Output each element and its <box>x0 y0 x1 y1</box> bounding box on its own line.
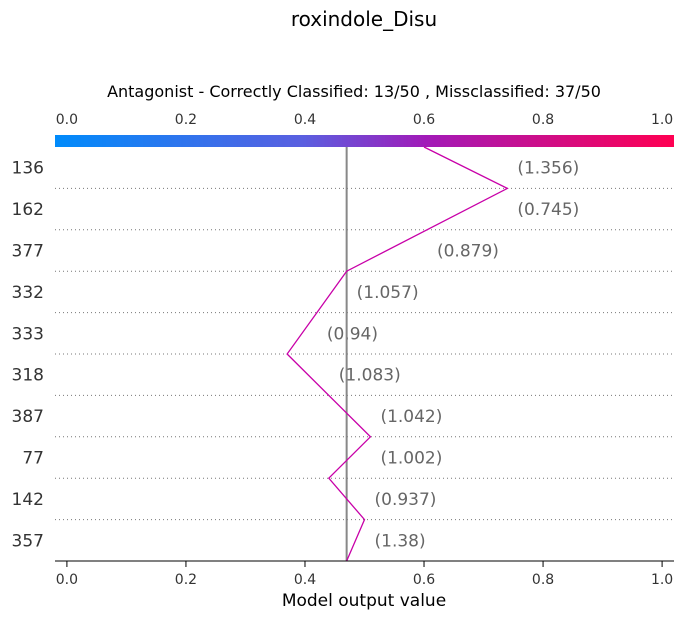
chart-subtitle: Antagonist - Correctly Classified: 13/50… <box>107 82 601 101</box>
row-label: 77 <box>22 449 44 469</box>
top-tick-label: 1.0 <box>651 112 673 128</box>
row-label: 333 <box>12 324 44 344</box>
top-tick-label: 0.0 <box>56 112 78 128</box>
bottom-tick-label: 0.6 <box>413 572 435 588</box>
chart-title: roxindole_Disu <box>291 7 437 31</box>
row-annotations: (1.356) (0.745) (0.879) (1.057) (0.94) (1.083… <box>327 159 579 552</box>
row-label: 332 <box>12 283 44 303</box>
bottom-tick-label: 0.0 <box>56 572 78 588</box>
row-annotation: (1.002) <box>380 449 442 469</box>
row-annotation: (0.745) <box>517 200 579 220</box>
row-label: 357 <box>12 531 44 551</box>
row-annotation: (1.356) <box>517 159 579 179</box>
colorbar <box>55 135 674 147</box>
row-label: 318 <box>12 366 44 386</box>
x-axis-label: Model output value <box>282 591 446 611</box>
row-annotation: (0.94) <box>327 324 378 344</box>
row-label: 377 <box>12 242 44 262</box>
bottom-tick-label: 0.8 <box>532 572 554 588</box>
row-gridlines <box>55 187 674 521</box>
bottom-tick-label: 0.2 <box>175 572 197 588</box>
bottom-tick-label: 0.4 <box>294 572 316 588</box>
top-tick-labels: 0.0 0.2 0.4 0.6 0.8 1.0 <box>56 112 673 128</box>
top-tick-label: 0.8 <box>532 112 554 128</box>
decision-path-line <box>286 146 509 562</box>
top-tick-label: 0.2 <box>175 112 197 128</box>
bottom-tick-label: 1.0 <box>651 572 673 588</box>
row-annotation: (1.083) <box>339 366 401 386</box>
row-label: 142 <box>12 490 44 510</box>
bottom-axis: 0.0 0.2 0.4 0.6 0.8 1.0 <box>56 561 673 588</box>
row-labels: 136 162 377 332 333 318 387 77 142 357 <box>12 159 44 552</box>
row-annotation: (1.38) <box>375 531 426 551</box>
top-tick-label: 0.4 <box>294 112 316 128</box>
row-annotation: (0.879) <box>437 242 499 262</box>
top-tick-label: 0.6 <box>413 112 435 128</box>
row-annotation: (1.042) <box>380 407 442 427</box>
row-label: 162 <box>12 200 44 220</box>
row-label: 387 <box>12 407 44 427</box>
row-annotation: (1.057) <box>357 283 419 303</box>
row-annotation: (0.937) <box>375 490 437 510</box>
row-label: 136 <box>12 159 44 179</box>
